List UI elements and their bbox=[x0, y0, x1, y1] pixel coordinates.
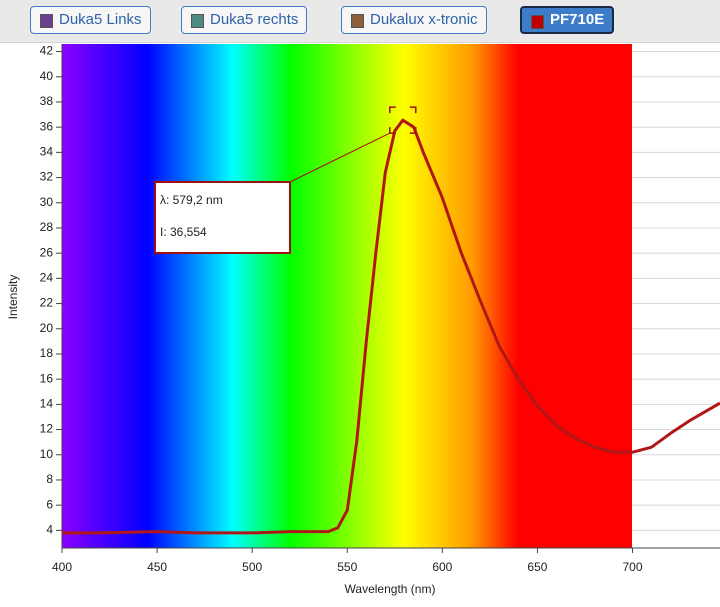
toolbar: Duka5 Links Duka5 rechts Dukalux x-tronic P… bbox=[0, 0, 720, 43]
y-tick-label: 18 bbox=[40, 346, 54, 360]
y-tick-label: 40 bbox=[40, 69, 54, 83]
y-tick-label: 28 bbox=[40, 220, 54, 234]
y-tick-label: 24 bbox=[40, 271, 54, 285]
y-tick-label: 20 bbox=[40, 321, 54, 335]
y-axis-label: Intensity bbox=[6, 275, 20, 320]
annotation-leader bbox=[289, 132, 391, 183]
x-tick-label: 700 bbox=[623, 560, 643, 574]
button-label: Duka5 rechts bbox=[210, 11, 299, 28]
button-label: PF710E bbox=[550, 11, 605, 28]
series-swatch bbox=[191, 14, 204, 28]
y-tick-label: 38 bbox=[40, 94, 54, 108]
y-tick-label: 6 bbox=[46, 497, 53, 511]
x-tick-label: 650 bbox=[527, 560, 547, 574]
y-tick-label: 32 bbox=[40, 170, 54, 184]
y-tick-label: 42 bbox=[40, 44, 54, 58]
annotation-text: λ: 579,2 nm bbox=[160, 193, 223, 207]
button-label: Dukalux x-tronic bbox=[370, 11, 478, 28]
y-tick-label: 8 bbox=[46, 472, 53, 486]
series-button[interactable]: Duka5 Links bbox=[30, 6, 151, 34]
y-tick-label: 36 bbox=[40, 119, 54, 133]
series-button[interactable]: Duka5 rechts bbox=[181, 6, 308, 34]
series-swatch bbox=[40, 14, 53, 28]
y-tick-label: 10 bbox=[40, 447, 54, 461]
series-button[interactable]: Dukalux x-tronic bbox=[341, 6, 487, 34]
series-button[interactable]: PF710E bbox=[520, 6, 615, 34]
y-tick-label: 4 bbox=[46, 523, 53, 537]
x-tick-label: 450 bbox=[147, 560, 167, 574]
x-tick-label: 400 bbox=[52, 560, 72, 574]
y-tick-label: 34 bbox=[40, 145, 54, 159]
y-tick-label: 12 bbox=[40, 422, 54, 436]
y-tick-label: 26 bbox=[40, 245, 54, 259]
y-tick-label: 14 bbox=[40, 397, 54, 411]
y-tick-label: 30 bbox=[40, 195, 54, 209]
spectrum-background bbox=[62, 44, 632, 548]
series-line bbox=[62, 118, 720, 535]
series-swatch bbox=[531, 15, 544, 29]
annotation-box bbox=[154, 181, 291, 254]
peak-marker bbox=[389, 106, 417, 134]
button-label: Duka5 Links bbox=[59, 11, 142, 28]
series-swatch bbox=[351, 14, 364, 28]
annotation-text: I: 36,554 bbox=[160, 225, 207, 239]
x-axis-label: Wavelength (nm) bbox=[345, 582, 436, 596]
y-tick-label: 16 bbox=[40, 371, 54, 385]
y-tick-label: 22 bbox=[40, 296, 54, 310]
x-tick-label: 550 bbox=[337, 560, 357, 574]
x-tick-label: 600 bbox=[432, 560, 452, 574]
x-tick-label: 500 bbox=[242, 560, 262, 574]
